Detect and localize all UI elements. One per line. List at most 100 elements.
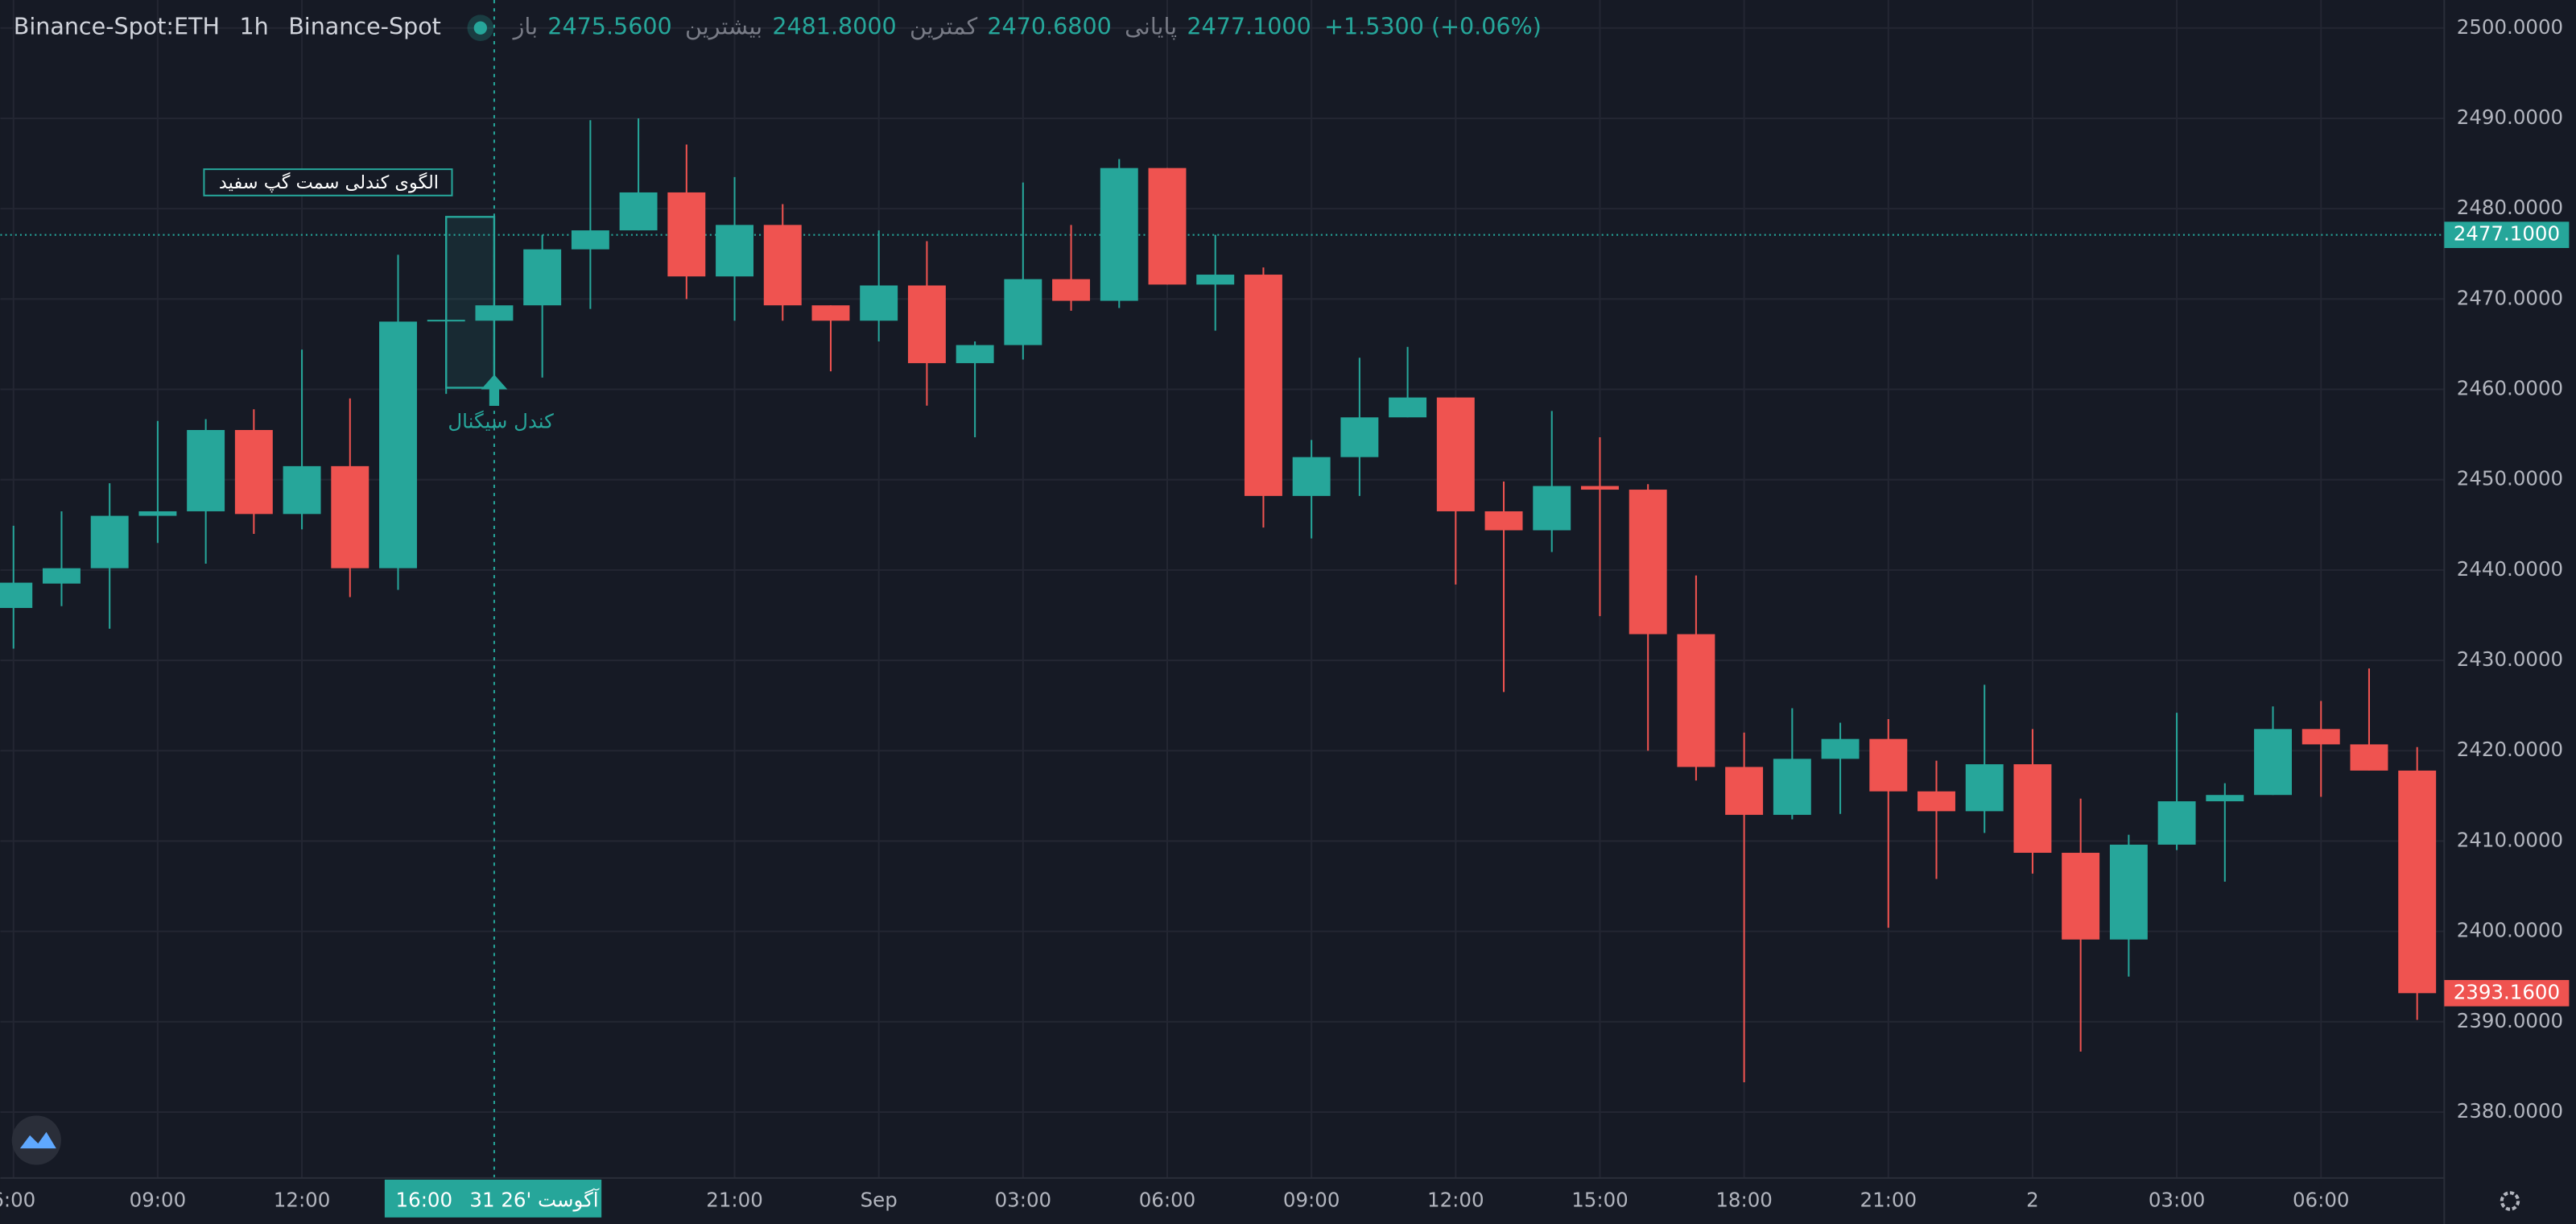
ohlc-label: کمترین (910, 13, 978, 40)
y-tick-label: 2420.0000 (2457, 738, 2563, 761)
ohlc-label: بیشترین (685, 13, 762, 40)
price-label-bg (2444, 980, 2570, 1007)
logo-mark (19, 1131, 56, 1149)
candle-body (1340, 417, 1379, 457)
x-tick-label: 06:00 (2293, 1188, 2350, 1211)
x-tick-label: 03:00 (995, 1188, 1052, 1211)
candle-body (2398, 770, 2437, 994)
ohlc-value: 2481.8000 (772, 13, 896, 40)
x-tick-label: 15:00 (1571, 1188, 1629, 1211)
y-tick-label: 2500.0000 (2457, 15, 2563, 39)
candle-body (234, 429, 273, 515)
exchange: Binance-Spot (288, 13, 441, 40)
y-tick-label: 2480.0000 (2457, 196, 2563, 219)
candle-body (2254, 729, 2292, 796)
candle-body (1244, 275, 1282, 496)
x-tick-label: 09:00 (130, 1188, 187, 1211)
price-label: 2477.1000 (2454, 222, 2560, 246)
x-tick-label: 21:00 (1860, 1188, 1918, 1211)
candle-body (2013, 764, 2052, 854)
x-tick-label: 12:00 (1427, 1188, 1484, 1211)
candle-body (1725, 767, 1764, 815)
candle-body (1869, 738, 1908, 792)
y-tick-label: 2490.0000 (2457, 105, 2563, 129)
candle-body (1292, 457, 1331, 496)
candle-body (427, 320, 465, 322)
ohlc-value: 2470.6800 (987, 13, 1111, 40)
y-tick-label: 2410.0000 (2457, 828, 2563, 851)
candle-body (1677, 634, 1715, 767)
candle-body (1052, 279, 1091, 301)
candle-body (619, 192, 658, 231)
signal-arrow (481, 374, 508, 406)
ohlc-label: پایانی (1125, 13, 1177, 40)
candle-body (956, 345, 994, 363)
x-tick-label: 2 (2026, 1188, 2039, 1211)
candle-body (283, 465, 321, 515)
candle-body (2206, 795, 2244, 802)
candles: الگوی کندلی سمت گپ سفید کندل سیگنال (0, 118, 2437, 1082)
candle-body (763, 225, 802, 306)
candle-body (1773, 759, 1811, 815)
candle-body (0, 582, 33, 608)
signal-box (444, 216, 496, 389)
interval: 1h (239, 13, 268, 40)
candle-body (716, 225, 753, 277)
crosshair-label-bg (384, 1179, 602, 1218)
price-label: 2393.1600 (2454, 980, 2560, 1003)
candle-body (1484, 511, 1523, 531)
candle-body (1629, 490, 1667, 635)
candle-body (1148, 167, 1187, 285)
y-tick-label: 2380.0000 (2457, 1099, 2563, 1123)
x-tick-label: 6:00 (0, 1188, 35, 1211)
y-tick-label: 2470.0000 (2457, 286, 2563, 309)
x-tick-label: 21:00 (706, 1188, 763, 1211)
x-tick-label: 18:00 (1715, 1188, 1773, 1211)
x-tick-label: 03:00 (2149, 1188, 2206, 1211)
signal-label: کندل سیگنال (448, 409, 554, 432)
candle-body (2301, 729, 2340, 745)
candle-body (43, 568, 80, 584)
logo[interactable] (11, 1115, 61, 1165)
candle-body (331, 465, 369, 569)
candle-body (138, 511, 177, 516)
candle-body (523, 249, 562, 306)
candle-body (2350, 744, 2388, 771)
y-tick-label: 2440.0000 (2457, 557, 2563, 581)
price-label-bg (2444, 221, 2570, 248)
candle-body (860, 285, 898, 321)
candle-body (667, 192, 706, 277)
candle-body (2157, 801, 2196, 845)
candle-body (1821, 738, 1860, 759)
crosshair-time: 16:00 (396, 1188, 453, 1211)
candle-body (1918, 791, 1955, 812)
change: +1.5300 (+0.06%) (1324, 13, 1542, 40)
ohlc-value: 2475.5600 (547, 13, 671, 40)
status-dot (473, 21, 487, 35)
ohlc-value: 2477.1000 (1187, 13, 1311, 40)
y-tick-label: 2460.0000 (2457, 377, 2563, 400)
pattern-box (203, 168, 453, 196)
candle-body (907, 285, 946, 363)
candle-body (1196, 275, 1235, 285)
ohlc-label: باز (512, 13, 538, 40)
y-tick-label: 2390.0000 (2457, 1009, 2563, 1032)
candle-body (1004, 279, 1042, 345)
pattern-label: الگوی کندلی سمت گپ سفید (219, 172, 439, 193)
candle-body (811, 305, 850, 321)
crosshair-date: 31 آگوست '26 (469, 1188, 599, 1211)
y-tick-label: 2430.0000 (2457, 647, 2563, 671)
candle-body (571, 230, 609, 250)
candle-body (2062, 853, 2100, 940)
symbol: Binance-Spot:ETH (14, 13, 220, 40)
candle-body (2109, 844, 2148, 940)
candle-body (1436, 397, 1475, 511)
candle-body (1965, 764, 2004, 812)
candle-body (1100, 167, 1138, 301)
x-tick-label: 09:00 (1283, 1188, 1340, 1211)
settings-icon[interactable] (2500, 1191, 2520, 1211)
candle-body (90, 515, 129, 569)
